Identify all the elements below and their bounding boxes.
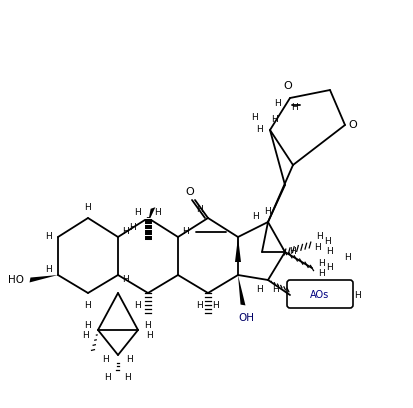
FancyBboxPatch shape	[286, 280, 352, 308]
Text: H: H	[326, 264, 332, 273]
Text: H: H	[272, 286, 279, 295]
Text: H: H	[154, 208, 161, 217]
Text: H: H	[318, 268, 325, 277]
Polygon shape	[147, 207, 155, 223]
Text: H: H	[291, 104, 298, 113]
Text: O: O	[348, 120, 356, 130]
Text: H: H	[289, 248, 296, 257]
Text: H: H	[326, 248, 332, 257]
Text: H: H	[314, 244, 320, 253]
Text: H: H	[182, 228, 189, 237]
Text: H: H	[84, 301, 91, 310]
Text: H: H	[271, 115, 278, 124]
Text: H: H	[122, 275, 129, 284]
Text: H: H	[212, 301, 219, 310]
Text: H: H	[264, 208, 271, 217]
Text: H: H	[318, 259, 325, 268]
Text: H: H	[102, 355, 109, 364]
Text: HO: HO	[8, 275, 24, 285]
Text: H: H	[146, 330, 153, 339]
Text: H: H	[126, 355, 133, 364]
Polygon shape	[29, 275, 58, 282]
Text: H: H	[144, 321, 151, 330]
Text: H: H	[129, 224, 136, 233]
Text: H: H	[344, 253, 351, 262]
Text: H: H	[45, 233, 52, 242]
Text: H: H	[316, 233, 323, 242]
Text: OH: OH	[237, 313, 254, 323]
Text: H: H	[196, 301, 203, 310]
Text: AOs: AOs	[310, 290, 329, 300]
Text: H: H	[274, 98, 281, 107]
Text: H: H	[124, 373, 131, 381]
Text: O: O	[283, 81, 292, 91]
Text: H: H	[134, 208, 141, 217]
Text: H: H	[122, 228, 129, 237]
Polygon shape	[237, 275, 245, 306]
Text: H: H	[324, 237, 330, 246]
Text: H: H	[134, 301, 141, 310]
Text: H: H	[256, 126, 263, 135]
Polygon shape	[235, 237, 240, 262]
Text: H: H	[196, 206, 203, 215]
Text: H: H	[45, 266, 52, 275]
Text: H: H	[256, 286, 263, 295]
Text: H: H	[84, 204, 91, 213]
Text: H: H	[251, 113, 258, 122]
Text: H: H	[252, 213, 259, 222]
Text: H: H	[354, 290, 361, 299]
Text: O: O	[185, 187, 194, 197]
Text: H: H	[104, 373, 111, 381]
Text: H: H	[83, 330, 89, 339]
Text: H: H	[84, 321, 91, 330]
